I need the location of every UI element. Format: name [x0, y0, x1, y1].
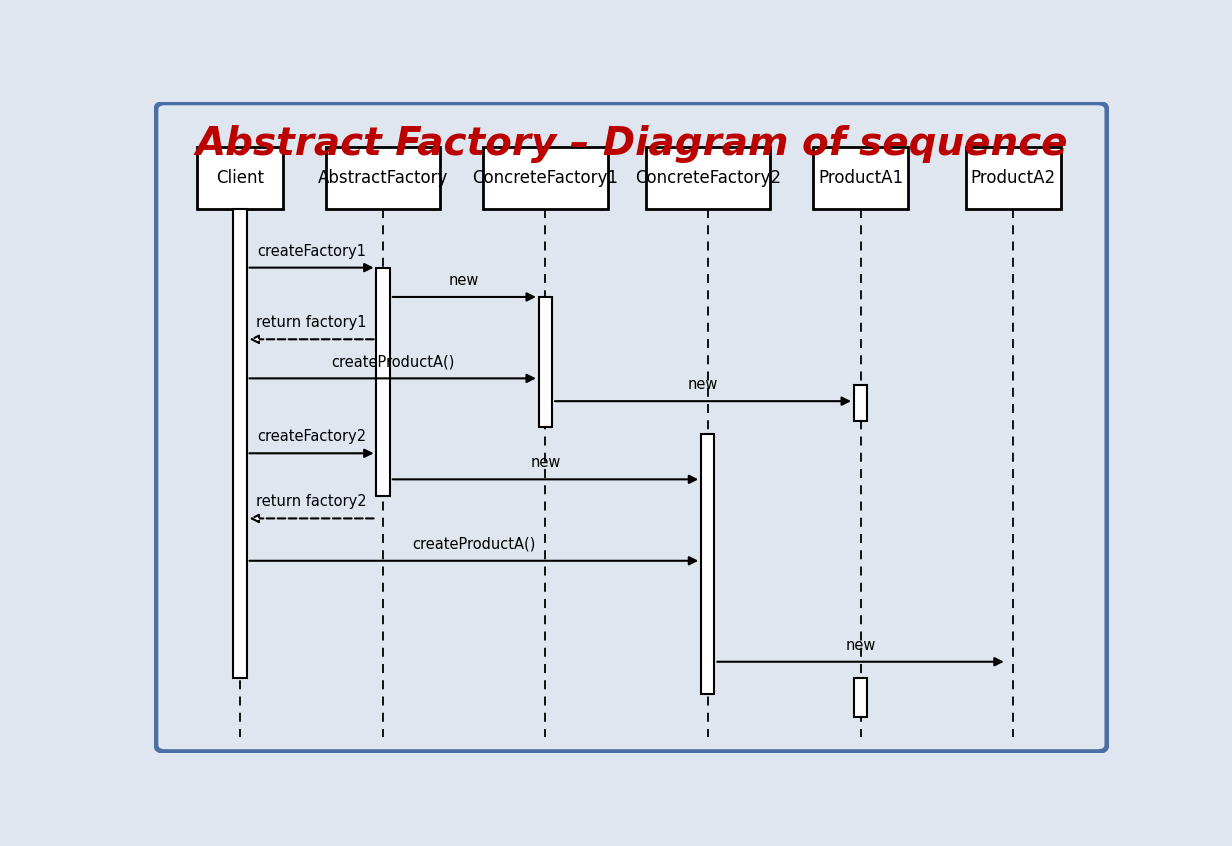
Bar [197, 147, 283, 209]
Bar [483, 147, 607, 209]
Text: new: new [687, 377, 718, 392]
Bar [966, 147, 1061, 209]
Text: new: new [845, 638, 876, 652]
Text: new: new [530, 455, 561, 470]
Text: createProductA(): createProductA() [413, 536, 536, 552]
Text: ProductA1: ProductA1 [818, 169, 903, 187]
Bar [701, 434, 715, 695]
Text: Client: Client [216, 169, 264, 187]
Bar [646, 147, 770, 209]
Text: ConcreteFactory1: ConcreteFactory1 [472, 169, 618, 187]
Text: return factory2: return factory2 [256, 494, 367, 509]
Bar [854, 678, 867, 717]
FancyBboxPatch shape [156, 103, 1106, 751]
Bar [325, 147, 441, 209]
Text: ConcreteFactory2: ConcreteFactory2 [634, 169, 781, 187]
Text: createFactory1: createFactory1 [257, 244, 366, 259]
Text: AbstractFactory: AbstractFactory [318, 169, 448, 187]
Bar [233, 209, 246, 678]
Bar [538, 297, 552, 427]
Bar [813, 147, 908, 209]
Text: ProductA2: ProductA2 [971, 169, 1056, 187]
Bar [854, 385, 867, 420]
Text: Abstract Factory – Diagram of sequence: Abstract Factory – Diagram of sequence [195, 125, 1068, 163]
Text: new: new [450, 272, 479, 288]
Text: return factory1: return factory1 [256, 316, 367, 330]
Bar [377, 267, 389, 496]
Text: createProductA(): createProductA() [331, 354, 455, 369]
Text: createFactory2: createFactory2 [257, 429, 366, 444]
